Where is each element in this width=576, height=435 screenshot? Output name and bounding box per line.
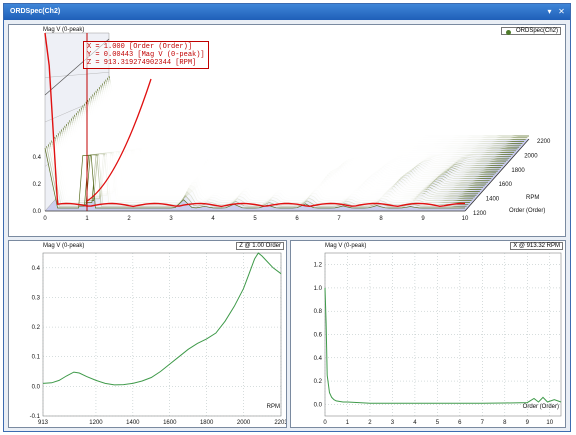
rpm-slice-curve [86, 78, 152, 202]
front-order-slice [44, 32, 465, 208]
plot-area [42, 252, 282, 417]
x-tick-label: 7 [337, 216, 341, 222]
y-tick-label: 0.1 [32, 355, 41, 361]
cursor-x-readout: X = 1.000 [Order (Order)] [87, 43, 193, 51]
x-tick-label: 3 [169, 216, 173, 222]
rpm-slice-ylabel: Mag V (0-peak) [43, 243, 85, 249]
x-tick-label: 3 [391, 420, 395, 426]
rpm-axis-label: RPM [526, 195, 540, 201]
close-icon[interactable]: ✕ [558, 7, 565, 16]
x-tick-label: 8 [503, 420, 507, 426]
waterfall-plot[interactable]: 0 1 2 3 4 5 6 7 8 9 10 0.4 0.2 0.0 1200 1400 1600 1800 200… [8, 24, 566, 237]
series-line [42, 252, 282, 386]
waterfall-ylabel: Mag V (0-peak) [43, 27, 85, 33]
order-slice-ylabel: Mag V (0-peak) [325, 243, 367, 249]
window-title: ORDSpec(Ch2) [10, 8, 61, 15]
x-tick-label: 1800 [200, 420, 214, 426]
ordspec-window: ORDSpec(Ch2) ▾ ✕ 0 1 2 3 4 5 6 7 8 9 10 0.4 0.2 0.0 12… [3, 3, 571, 432]
rpm-tick-label: 1800 [511, 168, 525, 174]
x-tick-label: 10 [462, 216, 469, 222]
x-tick-label: 6 [295, 216, 299, 222]
y-tick-label: 0.0 [314, 402, 323, 408]
y-tick-label: 0.4 [33, 155, 42, 161]
rpm-slice-label: Z @ 1.00 Order [236, 242, 284, 250]
x-tick-label: 5 [436, 420, 440, 426]
y-tick-label: -0.1 [30, 414, 41, 420]
y-tick-label: 0.0 [33, 209, 42, 215]
rpm-tick-label: 1600 [499, 182, 513, 188]
x-tick-label: 2000 [237, 420, 251, 426]
y-tick-label: 0.0 [32, 384, 41, 390]
rpm-axis [464, 138, 530, 212]
window-titlebar[interactable]: ORDSpec(Ch2) ▾ ✕ [4, 4, 570, 20]
x-tick-label: 9 [526, 420, 530, 426]
x-tick-label: 2 [368, 420, 372, 426]
x-tick-label: 10 [546, 420, 553, 426]
x-tick-label: 4 [211, 216, 215, 222]
x-tick-label: 1 [346, 420, 350, 426]
rpm-tick-label: 1400 [486, 197, 500, 203]
rpm-slice-plot[interactable]: Mag V (0-peak) Z @ 1.00 Order 0.4 0.3 0.2 0… [8, 240, 287, 428]
x-tick-label: 2 [127, 216, 131, 222]
y-tick-label: 0.4 [314, 356, 323, 362]
y-tick-label: 0.2 [33, 182, 42, 188]
x-tick-label: 6 [458, 420, 462, 426]
cursor-y-readout: Y = 0.00443 [Mag V (0-peak)] [87, 51, 205, 59]
x-tick-label: 2203 [274, 420, 286, 426]
y-tick-label: 0.2 [314, 379, 323, 385]
x-tick-label: 1400 [126, 420, 140, 426]
cursor-readout: X = 1.000 [Order (Order)] Y = 0.00443 [M… [83, 41, 209, 69]
y-tick-label: 1.2 [314, 263, 323, 269]
x-tick-label: 0 [43, 216, 47, 222]
waterfall-trace [44, 147, 465, 209]
y-tick-label: 1.0 [314, 286, 323, 292]
order-slice-xlabel: Order (Order) [522, 404, 559, 410]
order-axis-label: Order (Order) [509, 208, 546, 214]
x-tick-label: 1 [85, 216, 89, 222]
pin-icon[interactable]: ▾ [547, 7, 552, 16]
order-slice-canvas[interactable]: 1.2 1.0 0.8 0.6 0.4 0.2 0.0 0 1 2 3 4 5 6 7 8 9 10 [291, 241, 565, 427]
rpm-tick-label: 1200 [473, 211, 487, 217]
x-tick-label: 5 [253, 216, 257, 222]
wall-gridline [44, 72, 110, 78]
y-tick-label: 0.6 [314, 333, 323, 339]
x-tick-label: 7 [481, 420, 485, 426]
x-tick-label: 8 [379, 216, 383, 222]
x-tick-label: 4 [413, 420, 417, 426]
series-line [324, 287, 562, 404]
waterfall-legend: ORDSpec(Ch2) [500, 27, 561, 35]
y-tick-label: 0.3 [32, 295, 41, 301]
y-tick-label: 0.2 [32, 325, 41, 331]
order-slice-label: X @ 913.32 RPM [510, 242, 563, 250]
rpm-tick-label: 2000 [524, 153, 538, 159]
x-tick-label: 1200 [89, 420, 103, 426]
x-tick-label: 9 [421, 216, 425, 222]
x-tick-label: 1600 [163, 420, 177, 426]
rpm-slice-xlabel: RPM [266, 404, 280, 410]
rpm-tick-label: 2200 [537, 139, 551, 145]
y-tick-label: 0.4 [32, 266, 41, 272]
order-slice-plot[interactable]: Mag V (0-peak) X @ 913.32 RPM 1.2 1.0 0.8 0… [290, 240, 566, 428]
legend-marker-icon [505, 30, 511, 35]
y-tick-label: 0.8 [314, 309, 323, 315]
x-tick-label: 913 [38, 420, 49, 426]
waterfall-canvas[interactable]: 0 1 2 3 4 5 6 7 8 9 10 0.4 0.2 0.0 1200 1400 1600 1800 200… [9, 25, 565, 236]
cursor-z-readout: Z = 913.319274902344 [RPM] [87, 59, 197, 67]
waterfall-legend-label: ORDSpec(Ch2) [515, 28, 558, 34]
x-tick-label: 0 [323, 420, 327, 426]
